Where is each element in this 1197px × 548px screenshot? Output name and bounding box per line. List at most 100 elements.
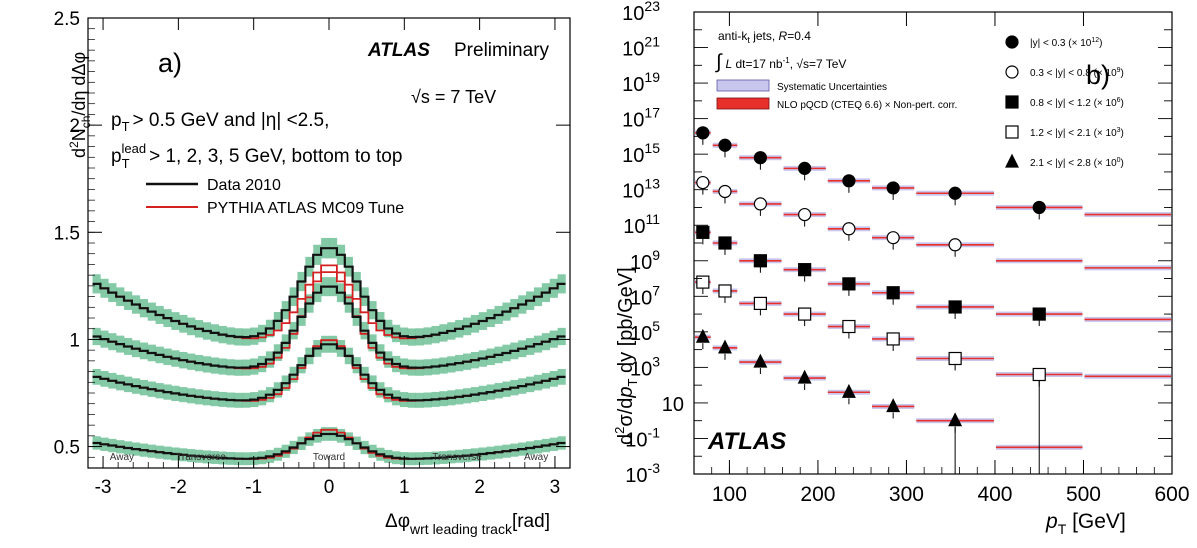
- panel-b-data-point: [948, 186, 962, 200]
- panel-b-y-tick-label: 105: [630, 318, 660, 345]
- panel-b-data-point: [797, 369, 812, 384]
- panel-a-x-tick-label: 3: [550, 477, 561, 498]
- panel-a-x-tick-label: 1: [399, 477, 410, 498]
- panel-b-data-point: [718, 284, 732, 298]
- panel-a-y-tick-label: 2: [69, 116, 80, 137]
- panel-b-data-point: [718, 138, 732, 152]
- panel-b-error-bars: [702, 138, 1040, 474]
- panel-a-y-tick-label: 0.5: [54, 438, 80, 459]
- panel-a-y-tick-label: 1: [69, 330, 80, 351]
- panel-a-y-axis-label: d2Nch/dη dΔφ: [67, 52, 93, 158]
- panel-b-legend-marker: [1005, 95, 1019, 109]
- panel-b-data-point: [753, 353, 768, 368]
- panel-b-data-point: [886, 231, 900, 245]
- panel-a-preliminary-title: Preliminary: [454, 40, 550, 61]
- panel-b-data-point: [695, 328, 710, 343]
- panel-b-y-tick-label: 1017: [622, 105, 660, 132]
- panel-b-y-tick-label: 1021: [622, 34, 660, 61]
- panel-b-data-point: [696, 275, 710, 289]
- panel-a-region-labels: Away Transverse Toward Transverse Away: [110, 452, 549, 463]
- panel-b-data-point: [753, 197, 767, 211]
- panel-b-x-tick-label: 100: [712, 483, 747, 506]
- panel-a-cuts-line-1: pT > 0.5 GeV and |η| <2.5,: [111, 110, 329, 134]
- panel-b-legend-marker: [1005, 153, 1019, 168]
- panel-a-region-label: Toward: [313, 452, 345, 463]
- panel-b-data-point: [696, 175, 710, 190]
- panel-b-data-point: [842, 222, 856, 236]
- panel-b-jet-info: anti-kt jets, R=0.4: [718, 29, 811, 45]
- panel-a-region-label: Transverse: [432, 452, 482, 463]
- panel-a-atlas-title: ATLAS: [367, 40, 430, 61]
- panel-b-data-point: [718, 184, 732, 199]
- panel-b-legend-label: 1.2 < |y| < 2.1 (× 103): [1030, 127, 1124, 139]
- panel-b-y-tick-label: 1013: [622, 176, 660, 203]
- panel-a-ticks: -3 -2 -1 0 1 2 3 0.5 1 1.5 2 2.5: [54, 9, 570, 498]
- panel-a-x-axis-label: Δφwrt leading track[rad]: [385, 511, 550, 537]
- panel-b-x-axis-label: pT [GeV]: [1045, 510, 1126, 537]
- panel-b-data-point: [886, 332, 900, 346]
- panel-a-data-curve: [92, 285, 566, 369]
- panel-b-data-point: [798, 207, 812, 222]
- panel-b-data-point: [753, 151, 767, 165]
- panel-b-legend-label: 0.8 < |y| < 1.2 (× 106): [1030, 97, 1124, 109]
- panel-b-y-axis-label: d2σ/dpT dy [pb/GeV]: [612, 267, 640, 445]
- legend-nlo-label: NLO pQCD (CTEQ 6.6) × Non-pert. corr.: [777, 100, 957, 111]
- panel-b-data-point: [696, 225, 710, 239]
- panel-b-data-point: [842, 277, 856, 291]
- panel-b-y-tick-label: 10-3: [625, 460, 660, 487]
- panel-a-energy-label: √s = 7 TeV: [411, 87, 496, 107]
- panel-b-legend-label: 2.1 < |y| < 2.8 (× 100): [1030, 157, 1124, 169]
- panel-a-x-tick-label: -2: [170, 477, 187, 498]
- panel-b-luminosity-info: ∫ L dt=17 nb-1, √s=7 TeV: [715, 51, 846, 73]
- panel-a-data-curves: [92, 247, 566, 460]
- panel-a-x-tick-label: -1: [245, 477, 262, 498]
- panel-b-data-point: [948, 238, 962, 252]
- panel-a-data-curve: [92, 247, 566, 339]
- panel-b-data-point: [948, 300, 962, 314]
- panel-b-legend-marker: [1005, 35, 1019, 49]
- panel-a-x-tick-label: 2: [474, 477, 485, 498]
- panel-a-region-label: Away: [524, 452, 548, 463]
- panel-b-y-tick-label: 10-1: [625, 424, 660, 451]
- panel-b-legend-marker: [1005, 125, 1019, 139]
- legend-mc-label: PYTHIA ATLAS MC09 Tune: [207, 200, 404, 217]
- panel-b-y-tick-label: 10: [662, 394, 684, 416]
- panel-a-x-tick-label: 0: [324, 477, 335, 498]
- panel-b-data-point: [886, 398, 901, 413]
- panel-b-data-point: [886, 181, 900, 195]
- panel-a-y-tick-label: 1.5: [54, 223, 80, 244]
- panel-b-label: b): [1086, 60, 1110, 90]
- panel-b-data-point: [753, 254, 767, 268]
- legend-nlo-swatch: [716, 97, 770, 110]
- panel-b-data-point: [1032, 367, 1046, 382]
- panel-b-y-tick-label: 1023: [622, 0, 660, 25]
- panel-b-data-point: [718, 339, 732, 354]
- panel-b-x-tick-label: 500: [1066, 483, 1101, 506]
- panel-b-data-point: [798, 307, 812, 321]
- panel-b-legend-label: |y| < 0.3 (× 1012): [1030, 37, 1102, 49]
- panel-b-data-point: [948, 351, 962, 366]
- panel-b-x-tick-label: 600: [1154, 483, 1189, 506]
- panel-b-x-tick-label: 400: [977, 483, 1012, 506]
- panel-a-region-label: Transverse: [176, 452, 226, 463]
- panel-b-data-point: [841, 383, 856, 398]
- panel-b-data-point: [718, 236, 732, 250]
- panel-a-x-tick-label: -3: [95, 477, 112, 498]
- panel-b-x-tick-label: 200: [800, 483, 835, 506]
- panel-b-y-tick-label: 103: [630, 353, 660, 380]
- panel-a-data-curve: [92, 343, 566, 402]
- panel-b-x-tick-label: 300: [889, 483, 924, 506]
- legend-syst-swatch: [716, 79, 770, 92]
- panel-b-data-point: [842, 319, 856, 334]
- panel-b-data-point: [696, 126, 710, 140]
- panel-a-underlying-event: -3 -2 -1 0 1 2 3 0.5 1 1.5 2 2.5 Away Transverse Towa…: [54, 9, 571, 537]
- panel-b-data-point: [753, 296, 767, 311]
- panel-b-legend-label: 0.3 < |y| < 0.8 (× 109): [1030, 67, 1124, 79]
- panel-b-data-point: [798, 161, 812, 175]
- panel-b-data-point: [948, 412, 963, 427]
- panel-b-y-tick-label: 1011: [623, 211, 660, 238]
- panel-b-data-point: [842, 174, 856, 188]
